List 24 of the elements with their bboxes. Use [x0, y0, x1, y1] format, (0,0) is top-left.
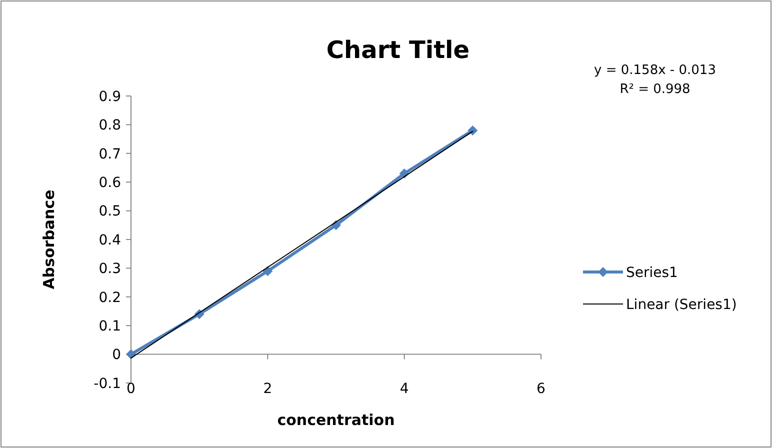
y-tick-label: 0.3: [98, 261, 121, 278]
y-tick-label: 0: [112, 347, 121, 364]
y-tick-label: 0.6: [98, 175, 122, 191]
x-axis-title: concentration: [277, 411, 395, 429]
x-tick-label: 4: [400, 380, 409, 397]
y-axis-title: Absorbance: [40, 190, 58, 290]
y-tick-label: 0.9: [98, 88, 121, 105]
text: R² = 0.998: [620, 82, 690, 97]
y-tick-label: 0.1: [98, 318, 121, 334]
x-tick-label: 2: [263, 380, 272, 397]
y-tick-label: 0.5: [98, 204, 121, 220]
x-tick-label: 6: [536, 380, 546, 397]
point: [468, 125, 478, 136]
legend-label: Series1: [626, 264, 678, 281]
chart-title: Chart Title: [326, 36, 470, 64]
x-tick-label: 0: [126, 380, 136, 397]
y-tick-label: 0.7: [98, 146, 121, 162]
text: y = 0.158x - 0.013: [594, 63, 716, 78]
y-tick-label: 0.4: [98, 232, 122, 248]
legend-label: Linear (Series1): [626, 296, 737, 313]
y-tick-label: 0.2: [98, 290, 121, 306]
y-tick-label: -0.1: [94, 376, 121, 392]
point: [126, 349, 136, 360]
y-tick-label: 0.8: [98, 118, 121, 134]
